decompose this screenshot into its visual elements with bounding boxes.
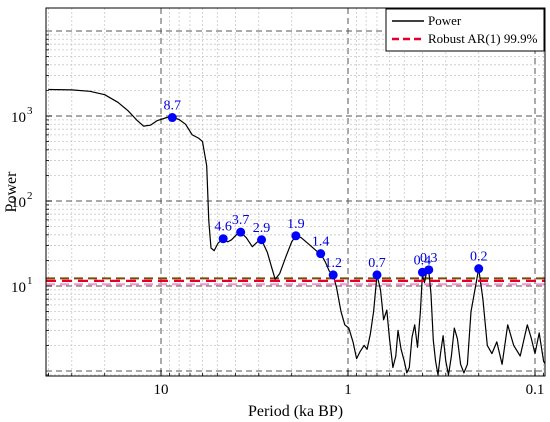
peak-markers: 8.7 4.6 3.72.9 1.9 1.4 1.2 0.7 0.40.3 0.2: [164, 99, 488, 280]
y-tick-label: 10: [11, 195, 26, 211]
peak-marker: [328, 270, 338, 280]
legend-box: [385, 8, 545, 52]
legend-entry-label: Robust AR(1) 99.9%: [428, 31, 538, 46]
peak-marker: [167, 113, 177, 123]
peak-label: 1.4: [312, 235, 330, 250]
peak-label: 8.7: [164, 99, 182, 114]
x-axis-title: Period (ka BP): [248, 403, 343, 420]
peak-label: 0.3: [420, 251, 438, 266]
peak-marker: [424, 265, 434, 275]
y-tick-exponent: 2: [27, 190, 33, 202]
peak-label: 0.4: [414, 253, 432, 268]
peak-label: 1.2: [324, 256, 342, 271]
peak-marker: [236, 227, 246, 237]
x-tick-label: 1: [344, 382, 352, 398]
peak-marker: [372, 270, 382, 280]
plot-frame: [45, 7, 546, 377]
peak-marker: [474, 264, 484, 274]
peak-label: 3.7: [232, 213, 250, 228]
legend-entry-label: Power: [428, 13, 462, 28]
series: [46, 88, 545, 376]
peak-label: 4.6: [214, 220, 232, 235]
peak-marker: [218, 234, 228, 244]
grid: [46, 8, 545, 376]
peak-marker: [316, 249, 326, 259]
y-tick-exponent: 3: [27, 105, 33, 117]
peak-marker: [291, 231, 301, 241]
y-tick-exponent: 1: [27, 275, 33, 287]
peak-marker: [257, 235, 267, 245]
peak-label: 0.7: [368, 256, 386, 271]
y-tick-label: 10: [11, 110, 26, 126]
power-series-line: [48, 88, 545, 376]
y-tick-label: 10: [11, 280, 26, 296]
peak-label: 2.9: [253, 221, 271, 236]
y-axis-title: Power: [3, 171, 20, 213]
x-tick-label: 0.1: [526, 382, 545, 398]
legend[interactable]: Power Robust AR(1) 99.9%: [385, 8, 545, 52]
x-tick-label: 10: [154, 382, 169, 398]
peak-label: 1.9: [287, 217, 305, 232]
peak-label: 0.2: [470, 250, 488, 265]
